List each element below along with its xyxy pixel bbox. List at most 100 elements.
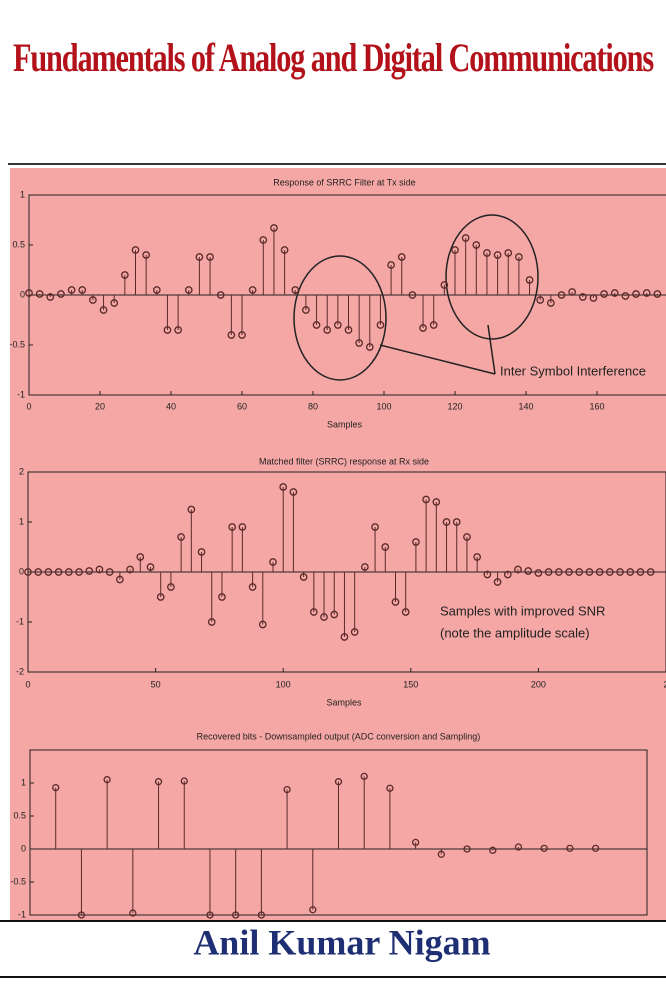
x-tick-label: 120 [447,401,462,411]
chart-title: Recovered bits - Downsampled output (ADC… [197,731,481,741]
stem-marker [360,772,368,781]
stem-marker [152,286,161,294]
x-tick-label: 200 [531,679,546,689]
stem-marker [595,568,604,576]
stem-marker [238,523,247,531]
stem-marker [184,286,193,294]
stem-marker [440,281,449,289]
x-tick-label: 2 [663,679,666,689]
stem-marker [116,575,124,584]
stem-marker [429,321,438,329]
stem-marker [206,911,214,919]
stem-marker [344,326,353,334]
stem-marker [89,296,97,304]
stem-marker [461,234,470,242]
stem-marker [600,290,608,298]
stem-marker [365,343,374,351]
stem-marker [606,568,614,576]
stem-marker [554,568,563,576]
annotation-shapes [293,214,539,381]
x-tick-label: 20 [95,401,105,411]
stem-marker [44,568,53,576]
stem-marker [67,286,76,294]
x-tick-label: 40 [166,401,176,411]
stem-marker [451,246,459,254]
annotation: Samples with improved SNR [440,603,605,618]
stem-marker [515,253,523,261]
stem-marker [257,911,266,919]
stem-marker [309,906,317,914]
stem-marker [154,778,163,786]
stem-marker [280,246,289,254]
y-tick-label: 0 [20,289,25,299]
stem-marker [323,326,332,334]
stem-marker [54,568,63,576]
stem-marker [129,909,137,917]
stem-marker [216,291,225,299]
chart-title: Matched filter (SRRC) response at Rx sid… [259,456,429,466]
stem-marker [419,324,427,332]
stem-marker [259,236,268,244]
stem-marker [105,568,114,576]
x-tick-label: 60 [237,401,247,411]
x-tick-label: 100 [276,679,291,689]
stem-marker [227,331,236,339]
stem-marker [557,291,566,299]
book-title: Fundamentals of Analog and Digital Commu… [13,35,654,80]
stem-marker [536,296,545,304]
y-tick-label: -0.5 [9,339,25,349]
stem-marker [258,620,267,629]
stem-marker [312,321,321,329]
stem-marker [289,488,298,496]
stem-marker [621,292,630,300]
stem-marker [85,567,94,575]
stem-marker [376,321,385,329]
stem-marker [437,850,445,858]
stem-marker [75,568,83,576]
y-tick-label: 0.5 [12,239,25,249]
x-tick-label: 150 [403,679,418,689]
stem-marker [78,286,87,294]
stem-marker [333,321,342,329]
stem-marker [24,568,32,576]
stem-marker [578,293,587,301]
stem-marker [524,567,533,575]
y-tick-label: 0 [21,843,26,853]
stem-marker [248,286,257,294]
stem-marker [653,290,662,298]
stem-marker [320,613,328,621]
plot-frame [29,749,648,916]
stem-marker [411,838,420,847]
stem-marker [121,271,129,279]
stem-marker [34,568,43,576]
x-tick-label: 0 [26,401,31,411]
stem-marker [534,569,543,577]
stem-marker [610,289,619,297]
stem-marker [309,608,318,616]
stem-marker [585,568,594,576]
stem-marker [381,543,390,551]
x-tick-label: 0 [25,679,30,689]
stem-marker [142,251,150,259]
stem-marker [544,568,553,576]
y-tick-label: -1 [16,616,24,626]
stem-marker [432,498,441,506]
stem-marker [126,565,134,574]
stem-marker [355,339,363,347]
stem-marker [187,505,196,514]
stem-marker [514,843,523,851]
stem-marker [525,276,534,284]
stem-marker [540,844,548,852]
y-tick-label: -0.5 [10,876,26,886]
stem-marker [646,568,655,576]
stem-marker [131,246,140,254]
stem-marker [568,288,577,296]
stem-marker [25,289,33,297]
stem-marker [452,518,461,526]
stem-marker [177,533,185,541]
circle [445,214,539,340]
x-tick-label: 140 [518,401,533,411]
stem-marker [232,911,240,919]
stem-marker [463,845,471,853]
